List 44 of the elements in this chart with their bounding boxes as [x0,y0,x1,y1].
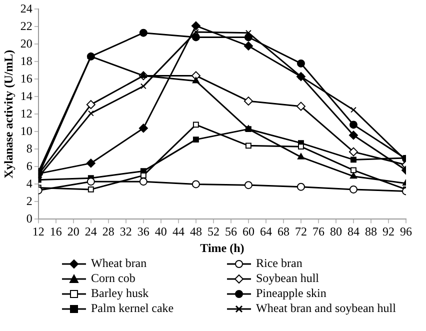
legend-label: Barley husk [91,286,149,301]
y-tick-label: 12 [20,106,32,120]
legend-label: Rice bran [256,256,302,271]
x-tick-label: 80 [330,224,342,239]
x-tick-label: 28 [102,224,114,239]
y-tick-label: 8 [26,141,32,156]
legend-label: Pineapple skin [256,286,326,301]
x-tick-label: 44 [172,224,184,239]
x-tick-label: 92 [382,224,394,239]
x-tick-label: 60 [242,224,254,239]
legend-label: Corn cob [91,271,136,286]
x-tick-label: 84 [347,224,360,239]
y-tick-label: 6 [26,158,32,173]
x-tick-label: 56 [224,224,237,239]
x-tick-label: 64 [260,224,272,239]
y-tick-label: 24 [20,1,32,16]
legend-label: Wheat bran and soybean hull [256,301,396,316]
y-tick-label: 18 [20,54,32,68]
x-tick-label: 20 [67,224,80,239]
x-tick-label: 52 [207,224,220,239]
x-tick-label: 16 [50,224,62,239]
x-tick-label: 88 [364,224,377,239]
y-axis-title: Xylanase activity (U/mL) [1,50,16,179]
legend-label: Wheat bran [91,256,147,271]
legend-label: Palm kernel cake [91,301,174,316]
y-tick-label: 4 [26,176,32,190]
y-tick-label: 20 [20,36,32,50]
x-tick-label: 96 [400,224,412,239]
x-axis-title: Time (h) [200,240,244,255]
x-tick-label: 40 [154,224,167,239]
x-tick-label: 32 [120,224,132,239]
y-tick-label: 16 [20,71,32,86]
y-tick-label: 10 [20,124,32,138]
y-tick-label: 2 [26,194,32,208]
x-tick-label: 36 [137,224,150,239]
y-tick-label: 22 [20,18,32,33]
legend-label: Soybean hull [256,271,319,286]
x-tick-label: 48 [190,224,202,239]
x-tick-label: 24 [84,224,97,239]
y-tick-label: 0 [26,211,32,226]
x-tick-label: 68 [277,224,290,239]
x-tick-label: 76 [312,224,324,239]
y-tick-label: 14 [20,88,32,103]
x-tick-label: 72 [294,224,307,239]
